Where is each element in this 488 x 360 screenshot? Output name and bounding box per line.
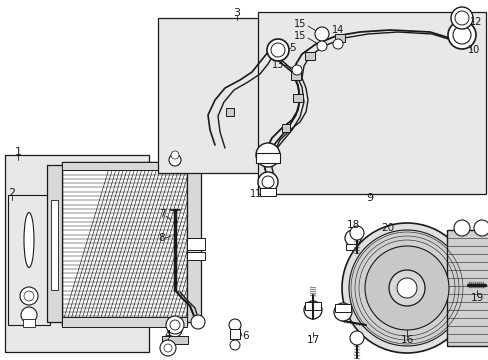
Text: 17: 17 <box>306 335 319 345</box>
Circle shape <box>348 230 464 346</box>
Bar <box>229 329 240 339</box>
Circle shape <box>453 220 469 236</box>
Circle shape <box>291 65 302 75</box>
Circle shape <box>24 291 34 301</box>
Bar <box>62 162 186 170</box>
Text: 14: 14 <box>331 25 344 35</box>
Bar <box>47 165 62 322</box>
Circle shape <box>316 41 326 51</box>
Circle shape <box>160 340 176 356</box>
Circle shape <box>229 340 240 350</box>
Circle shape <box>388 270 424 306</box>
Bar <box>225 108 234 116</box>
Text: 16: 16 <box>400 335 413 345</box>
Circle shape <box>258 172 278 192</box>
Circle shape <box>349 331 363 345</box>
Bar <box>5 155 149 352</box>
Text: 2: 2 <box>8 188 16 198</box>
Bar <box>158 18 315 173</box>
Circle shape <box>191 315 204 329</box>
Text: 7: 7 <box>159 209 165 219</box>
Circle shape <box>473 220 488 236</box>
Bar <box>8 195 50 325</box>
Circle shape <box>304 301 321 319</box>
Bar <box>23 319 35 327</box>
Circle shape <box>163 344 172 352</box>
Circle shape <box>266 39 288 61</box>
Bar <box>51 200 58 290</box>
Bar <box>186 252 204 260</box>
Bar <box>62 162 186 325</box>
Bar <box>62 317 186 327</box>
Bar <box>334 304 350 312</box>
Circle shape <box>256 143 280 167</box>
Circle shape <box>170 320 180 330</box>
Bar <box>186 238 204 250</box>
Text: 15: 15 <box>293 19 305 29</box>
Circle shape <box>380 235 394 249</box>
Circle shape <box>332 39 342 49</box>
Circle shape <box>165 316 183 334</box>
Circle shape <box>20 287 38 305</box>
Bar <box>256 153 280 163</box>
Bar <box>264 146 271 154</box>
Circle shape <box>21 307 37 323</box>
Circle shape <box>228 319 241 331</box>
Bar <box>346 244 359 250</box>
Circle shape <box>262 176 273 188</box>
Text: 11: 11 <box>249 189 262 199</box>
Text: 9: 9 <box>366 193 373 203</box>
Text: 1: 1 <box>15 147 21 157</box>
Text: 10: 10 <box>467 45 479 55</box>
Circle shape <box>349 226 363 240</box>
Bar <box>305 52 314 60</box>
Bar <box>258 12 485 194</box>
Text: 15: 15 <box>293 31 305 41</box>
Text: 4: 4 <box>164 330 171 340</box>
Circle shape <box>450 7 472 29</box>
Text: 18: 18 <box>346 220 359 230</box>
Bar <box>260 188 275 196</box>
Circle shape <box>396 278 416 298</box>
Circle shape <box>171 151 179 159</box>
Circle shape <box>333 303 351 321</box>
Bar <box>305 302 320 310</box>
Text: 12: 12 <box>469 17 481 27</box>
Bar <box>290 72 301 80</box>
Text: 8: 8 <box>159 233 165 243</box>
Circle shape <box>452 26 470 44</box>
Text: 20: 20 <box>381 223 394 233</box>
Bar <box>446 230 488 346</box>
Circle shape <box>341 223 471 353</box>
Circle shape <box>364 246 448 330</box>
Text: 5: 5 <box>289 43 296 53</box>
Circle shape <box>169 154 181 166</box>
Bar <box>186 165 201 322</box>
Bar <box>282 124 289 132</box>
Circle shape <box>270 43 285 57</box>
Circle shape <box>447 21 475 49</box>
Circle shape <box>168 323 182 337</box>
Text: 3: 3 <box>233 8 240 18</box>
Text: 19: 19 <box>469 293 483 303</box>
Circle shape <box>454 11 468 25</box>
Bar <box>162 336 187 344</box>
Circle shape <box>314 27 328 41</box>
Bar <box>334 34 345 42</box>
Text: 6: 6 <box>242 331 249 341</box>
Bar <box>292 94 303 102</box>
Circle shape <box>345 230 360 246</box>
Ellipse shape <box>24 212 34 267</box>
Text: 13: 13 <box>271 60 284 70</box>
